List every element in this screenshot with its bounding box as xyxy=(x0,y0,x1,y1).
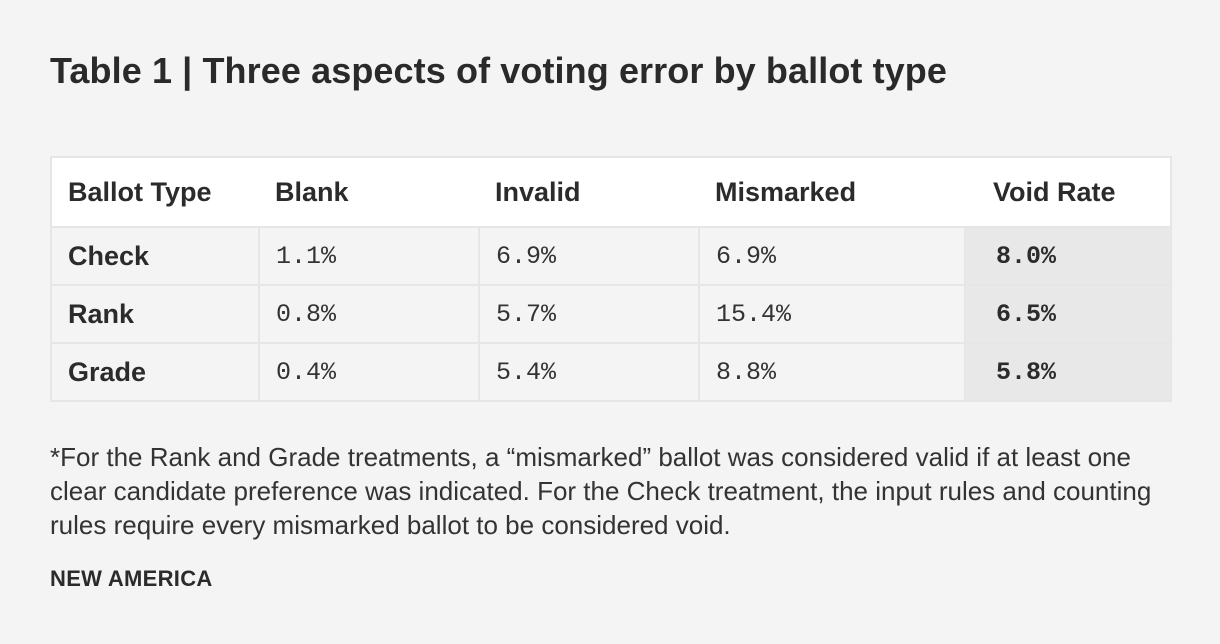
void-rate-cell: 6.5% xyxy=(964,284,1172,344)
table-cell: 6.9% xyxy=(698,226,966,286)
void-rate-cell: 8.0% xyxy=(964,226,1172,286)
column-header-invalid: Invalid xyxy=(479,156,699,228)
table-cell: 5.4% xyxy=(478,342,700,402)
row-label-rank: Rank xyxy=(50,284,260,344)
table-cell: 1.1% xyxy=(258,226,480,286)
table-cell: 5.7% xyxy=(478,284,700,344)
row-label-check: Check xyxy=(50,226,260,286)
table-title: Table 1 | Three aspects of voting error … xyxy=(50,50,948,91)
table-cell: 15.4% xyxy=(698,284,966,344)
row-label-grade: Grade xyxy=(50,342,260,402)
table-row: Check 1.1% 6.9% 6.9% 8.0% xyxy=(50,226,1172,286)
table-cell: 8.8% xyxy=(698,342,966,402)
column-header-mismarked: Mismarked xyxy=(699,156,965,228)
data-table: Ballot Type Blank Invalid Mismarked Void… xyxy=(50,156,1172,402)
table-header-row: Ballot Type Blank Invalid Mismarked Void… xyxy=(50,156,1172,228)
table-row: Rank 0.8% 5.7% 15.4% 6.5% xyxy=(50,284,1172,344)
column-header-blank: Blank xyxy=(259,156,479,228)
table-cell: 0.8% xyxy=(258,284,480,344)
footnote: *For the Rank and Grade treatments, a “m… xyxy=(50,442,1152,540)
void-rate-cell: 5.8% xyxy=(964,342,1172,402)
table-cell: 0.4% xyxy=(258,342,480,402)
column-header-void-rate: Void Rate xyxy=(965,156,1172,228)
data-table-container: Ballot Type Blank Invalid Mismarked Void… xyxy=(50,156,1172,402)
table-row: Grade 0.4% 5.4% 8.8% 5.8% xyxy=(50,342,1172,402)
column-header-ballot-type: Ballot Type xyxy=(50,156,259,228)
table-cell: 6.9% xyxy=(478,226,700,286)
source-credit: NEW AMERICA xyxy=(50,566,213,591)
